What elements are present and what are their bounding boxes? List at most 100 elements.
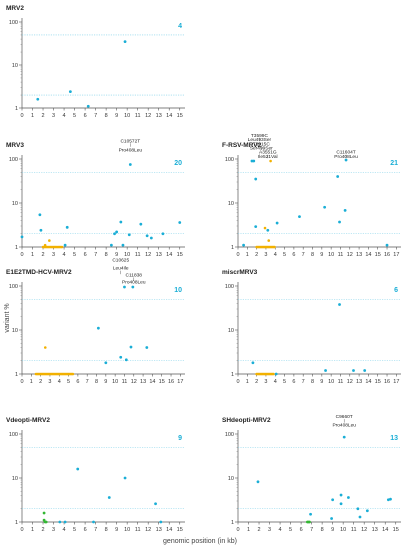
- mutation-annotation: T3599C: [251, 133, 269, 139]
- y-tick-label: 10: [12, 476, 18, 482]
- x-tick-label: 8: [311, 252, 314, 258]
- x-tick-label: 7: [302, 379, 305, 385]
- data-point: [104, 361, 108, 365]
- x-tick-label: 1: [247, 527, 250, 533]
- green-point: [42, 511, 46, 515]
- x-tick-label: 0: [236, 252, 239, 258]
- x-tick-label: 12: [361, 527, 367, 533]
- x-tick-label: 17: [177, 379, 183, 385]
- x-tick-label: 7: [310, 527, 313, 533]
- x-tick-label: 5: [289, 527, 292, 533]
- data-point: [139, 222, 143, 226]
- x-tick-label: 9: [115, 113, 118, 119]
- data-point: [330, 517, 333, 520]
- data-point: [39, 228, 43, 232]
- x-tick-label: 4: [274, 252, 277, 258]
- x-tick-label: 1: [31, 527, 34, 533]
- x-tick-label: 9: [115, 527, 118, 533]
- variant-count: 21: [390, 160, 398, 167]
- x-tick-label: 12: [347, 379, 353, 385]
- x-tick-label: 2: [258, 527, 261, 533]
- data-point: [145, 346, 149, 349]
- x-tick-label: 12: [347, 252, 353, 258]
- y-tick-label: 100: [225, 157, 234, 163]
- y-tick-label: 100: [9, 432, 18, 438]
- variant-count: 6: [394, 287, 398, 294]
- data-point: [123, 476, 127, 480]
- x-tick-label: 11: [351, 527, 357, 533]
- x-tick-label: 11: [338, 379, 344, 385]
- x-tick-label: 5: [67, 379, 70, 385]
- x-tick-label: 3: [52, 252, 55, 258]
- x-tick-label: 6: [84, 252, 87, 258]
- mutation-annotation: Pro408Leu: [119, 147, 143, 153]
- y-tick-label: 10: [228, 201, 234, 207]
- data-point: [266, 228, 270, 232]
- data-point: [128, 163, 132, 166]
- data-point: [124, 358, 128, 362]
- data-point: [339, 493, 343, 497]
- cluster-point: [71, 372, 75, 376]
- cluster-point: [269, 159, 272, 163]
- x-tick-label: 4: [279, 527, 282, 533]
- y-tick-label: 1: [231, 245, 234, 251]
- data-point: [309, 512, 312, 516]
- data-point: [298, 215, 301, 219]
- data-point: [36, 97, 40, 101]
- x-tick-label: 15: [177, 252, 183, 258]
- x-tick-label: 10: [124, 527, 130, 533]
- x-tick-label: 3: [268, 527, 271, 533]
- x-tick-label: 5: [73, 527, 76, 533]
- x-tick-label: 7: [94, 527, 97, 533]
- cluster-point: [267, 239, 271, 242]
- data-point: [254, 225, 258, 229]
- x-tick-label: 9: [331, 527, 334, 533]
- x-tick-label: 4: [58, 379, 61, 385]
- cluster-point: [263, 226, 267, 230]
- x-tick-label: 14: [166, 113, 172, 119]
- y-tick-label: 1: [15, 245, 18, 251]
- cluster-point: [272, 372, 275, 376]
- mutation-annotation: C10572T: [120, 138, 140, 144]
- x-tick-label: 13: [356, 252, 362, 258]
- x-tick-label: 3: [52, 527, 55, 533]
- panel-title: MRV3: [6, 142, 24, 149]
- variant-count: 9: [178, 435, 182, 442]
- x-tick-label: 9: [320, 379, 323, 385]
- x-tick-label: 2: [255, 379, 258, 385]
- mutation-annotation: Ile521Val: [258, 154, 278, 160]
- x-tick-label: 15: [375, 379, 381, 385]
- panel-title: MRV2: [6, 5, 24, 12]
- data-point: [339, 502, 343, 506]
- x-tick-label: 11: [135, 252, 141, 258]
- x-tick-label: 2: [42, 113, 45, 119]
- mutation-annotation: A3551G: [259, 150, 277, 156]
- data-point: [20, 235, 24, 239]
- x-tick-label: 10: [328, 252, 334, 258]
- data-point: [119, 220, 123, 224]
- cluster-point: [48, 239, 51, 242]
- data-point: [131, 285, 135, 289]
- x-tick-label: 8: [95, 379, 98, 385]
- x-tick-label: 1: [31, 113, 34, 119]
- mutation-annotation: C9660T: [336, 414, 353, 420]
- x-tick-label: 13: [372, 527, 378, 533]
- x-tick-label: 9: [104, 379, 107, 385]
- panel-title: SHdeopti-MRV2: [222, 417, 271, 424]
- y-tick-label: 100: [9, 20, 18, 26]
- x-tick-label: 0: [20, 527, 23, 533]
- data-point: [331, 498, 335, 502]
- data-point: [96, 326, 100, 330]
- x-tick-label: 2: [39, 379, 42, 385]
- x-tick-label: 6: [84, 527, 87, 533]
- x-tick-label: 17: [393, 379, 399, 385]
- x-tick-label: 0: [20, 379, 23, 385]
- cluster-point: [60, 245, 64, 249]
- x-tick-label: 3: [52, 113, 55, 119]
- data-point: [274, 372, 278, 376]
- x-tick-label: 14: [365, 379, 371, 385]
- x-tick-label: 15: [177, 113, 183, 119]
- x-tick-label: 4: [63, 527, 66, 533]
- x-tick-label: 2: [42, 527, 45, 533]
